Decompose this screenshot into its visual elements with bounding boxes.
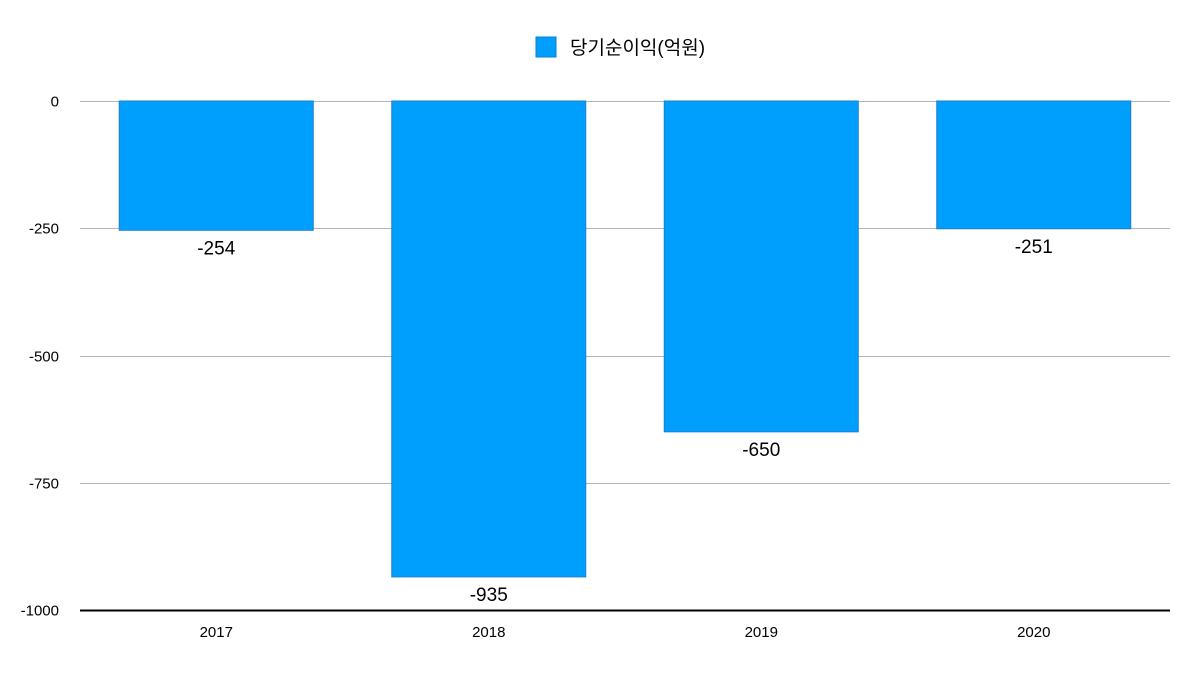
- legend-swatch: [535, 36, 557, 58]
- bar-2017: [118, 100, 314, 231]
- data-label-2018: -935: [470, 585, 508, 606]
- bar-2020: [936, 100, 1132, 230]
- data-label-2020: -251: [1015, 237, 1053, 258]
- legend-label: 당기순이익(억원): [570, 37, 705, 59]
- y-tick-label: -250: [29, 221, 59, 238]
- y-tick-label: -500: [29, 349, 59, 366]
- x-tick-label-2020: 2020: [1017, 624, 1050, 641]
- y-axis-tick-labels: 0 -250 -500 -750 -1000: [21, 94, 59, 620]
- bars: [118, 100, 1132, 578]
- x-tick-label-2019: 2019: [745, 624, 778, 641]
- bar-2019: [663, 100, 859, 433]
- x-tick-label-2018: 2018: [472, 624, 505, 641]
- y-tick-label: 0: [51, 94, 59, 111]
- x-axis-tick-labels: 2017 2018 2019 2020: [200, 624, 1051, 641]
- x-tick-label-2017: 2017: [200, 624, 233, 641]
- bar-2018: [391, 100, 587, 578]
- data-label-2019: -650: [742, 440, 780, 461]
- data-labels: -254 -935 -650 -251: [197, 237, 1053, 606]
- y-tick-label: -750: [29, 476, 59, 493]
- legend: 당기순이익(억원): [535, 36, 705, 59]
- data-label-2017: -254: [197, 238, 235, 259]
- y-tick-label: -1000: [21, 603, 59, 620]
